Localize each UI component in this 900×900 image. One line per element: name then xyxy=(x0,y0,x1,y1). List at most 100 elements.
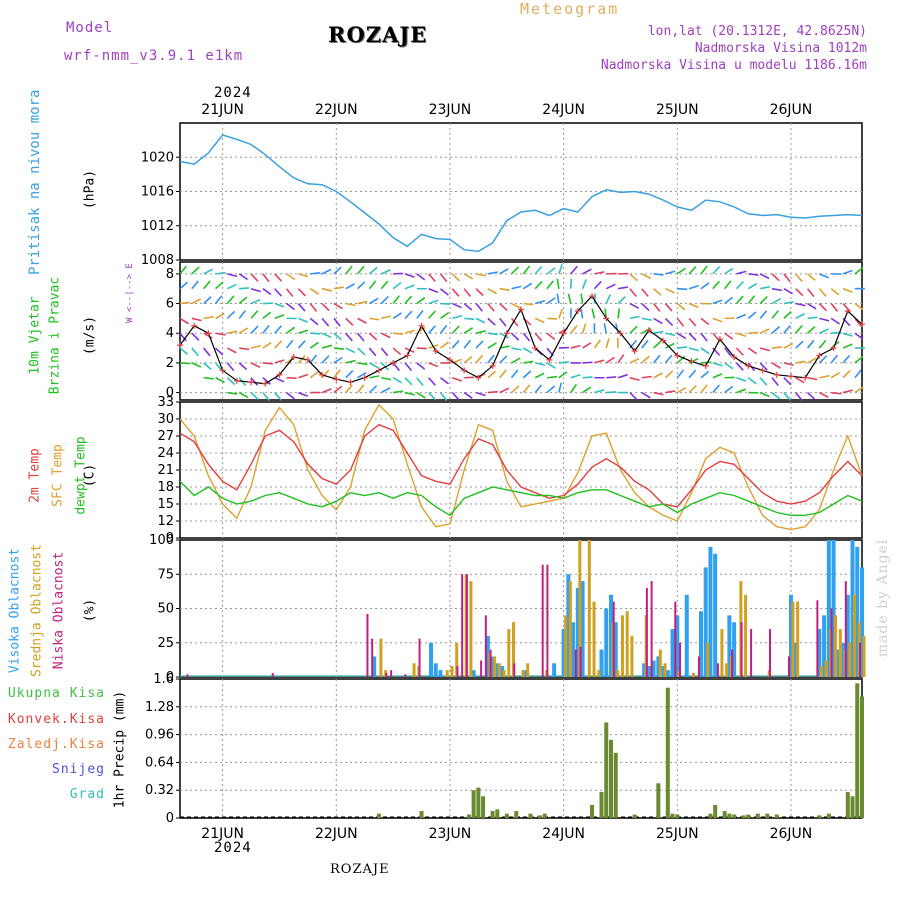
wind-arrow xyxy=(440,341,449,349)
wind-arrow xyxy=(523,302,534,306)
wind-arrow xyxy=(475,340,484,349)
wind-arrow xyxy=(510,369,519,379)
ytick-label: 0.32 xyxy=(145,783,174,798)
wind-arrow xyxy=(807,302,817,310)
cloud-bar-high xyxy=(656,656,661,677)
wind-arrow xyxy=(629,392,638,401)
ytick-label: 21 xyxy=(157,463,174,478)
wind-arrow xyxy=(404,329,415,334)
xtick-label-top: 22JUN xyxy=(315,102,358,118)
precip-bar xyxy=(855,683,860,818)
wind-arrow xyxy=(286,302,295,311)
wind-arrow xyxy=(345,265,353,275)
wind-arrow xyxy=(238,362,248,371)
precip-bar xyxy=(537,815,542,818)
wind-speed-marker xyxy=(731,353,738,360)
wind-arrow xyxy=(499,268,509,275)
wind-speed-marker xyxy=(375,367,382,374)
wind-arrow xyxy=(274,288,283,297)
wind-arrow xyxy=(475,330,486,335)
cloud-bar-mid xyxy=(620,615,624,677)
wind-arrow xyxy=(854,356,864,364)
wind-arrow xyxy=(724,347,732,357)
wind-arrow xyxy=(487,271,498,275)
cloud-bar-high xyxy=(732,622,737,677)
ytick-label: 100 xyxy=(149,533,174,548)
wind-arrow xyxy=(819,273,829,279)
precip-bar xyxy=(850,796,855,818)
xtick-label-bottom: 26JUN xyxy=(770,826,813,842)
wind-arrow xyxy=(522,384,531,394)
precip-bar xyxy=(774,814,779,818)
wind-arrow xyxy=(499,355,508,364)
wind-arrow xyxy=(641,302,650,311)
wind-speed-marker xyxy=(205,330,212,337)
year-top: 2024 xyxy=(214,85,252,101)
cloud-bar-mid xyxy=(521,670,525,677)
wind-arrow xyxy=(522,282,533,290)
wind-arrow xyxy=(428,325,436,334)
wind-arrow xyxy=(215,312,225,320)
wind-arrow xyxy=(593,280,602,290)
wind-arrow xyxy=(428,377,436,386)
wind-arrow xyxy=(215,332,226,336)
precip-bar xyxy=(604,722,609,818)
cloud-bar-mid xyxy=(834,615,838,677)
wind-speed-marker xyxy=(844,307,851,314)
wind-arrow xyxy=(286,391,295,400)
wind-arrow xyxy=(546,280,554,290)
cloud-bar-low xyxy=(546,564,549,677)
xtick-label-top: 23JUN xyxy=(429,102,472,118)
wind-arrow xyxy=(724,385,734,394)
wind-arrow xyxy=(534,317,545,324)
wind-arrow xyxy=(570,344,581,349)
wind-arrow xyxy=(404,295,413,305)
panel-frame-pressure xyxy=(179,122,863,261)
wind-arrow xyxy=(297,340,306,349)
cloud-bar-mid xyxy=(507,629,511,677)
wind-arrow xyxy=(203,376,214,380)
cloud-bar-mid xyxy=(469,581,473,677)
wind-arrow xyxy=(214,295,223,305)
cloud-bar-high xyxy=(793,642,798,677)
precip-bar xyxy=(419,811,424,818)
cloud-bar-mid xyxy=(725,663,729,677)
cloud-bar-high xyxy=(841,642,846,677)
cloud-bar-low xyxy=(484,615,487,677)
wind-arrow xyxy=(795,360,806,364)
wind-arrow xyxy=(712,280,721,290)
wind-arrow xyxy=(439,392,448,401)
xtick-label-top: 21JUN xyxy=(201,102,244,118)
wind-arrow xyxy=(676,355,686,364)
wind-arrow xyxy=(238,296,248,305)
wind-arrow xyxy=(522,265,531,275)
wind-arrow xyxy=(581,279,588,290)
wind-speed-marker xyxy=(461,367,468,374)
cloud-bar-high xyxy=(670,629,675,677)
wind-arrow xyxy=(250,362,261,368)
wind-arrow xyxy=(617,286,629,290)
cloud-bar-high xyxy=(552,663,557,677)
wind-speed-marker xyxy=(759,367,766,374)
cloud-bar-high xyxy=(608,594,613,677)
wind-arrow xyxy=(191,332,200,341)
ytick-label: 18 xyxy=(157,480,174,495)
wind-arrow xyxy=(534,372,545,379)
xtick-label-top: 24JUN xyxy=(542,102,585,118)
wind-arrow xyxy=(191,298,202,305)
wind-arrow xyxy=(807,325,816,334)
wind-arrow xyxy=(807,273,816,281)
wind-speed-marker xyxy=(404,352,411,359)
wind-arrow xyxy=(664,317,674,326)
precip-bar xyxy=(665,687,670,818)
wind-arrow xyxy=(274,359,285,364)
cloud-bar-mid xyxy=(587,540,591,677)
wind-arrow xyxy=(783,325,791,334)
cloud-bar-mid xyxy=(819,666,823,677)
wind-arrow xyxy=(605,294,612,304)
cloud-bar-mid xyxy=(564,615,568,677)
wind-arrow xyxy=(404,273,415,278)
wind-arrow xyxy=(250,298,261,305)
cloud-bar-high xyxy=(855,546,860,677)
cloud-bar-low xyxy=(731,649,734,677)
